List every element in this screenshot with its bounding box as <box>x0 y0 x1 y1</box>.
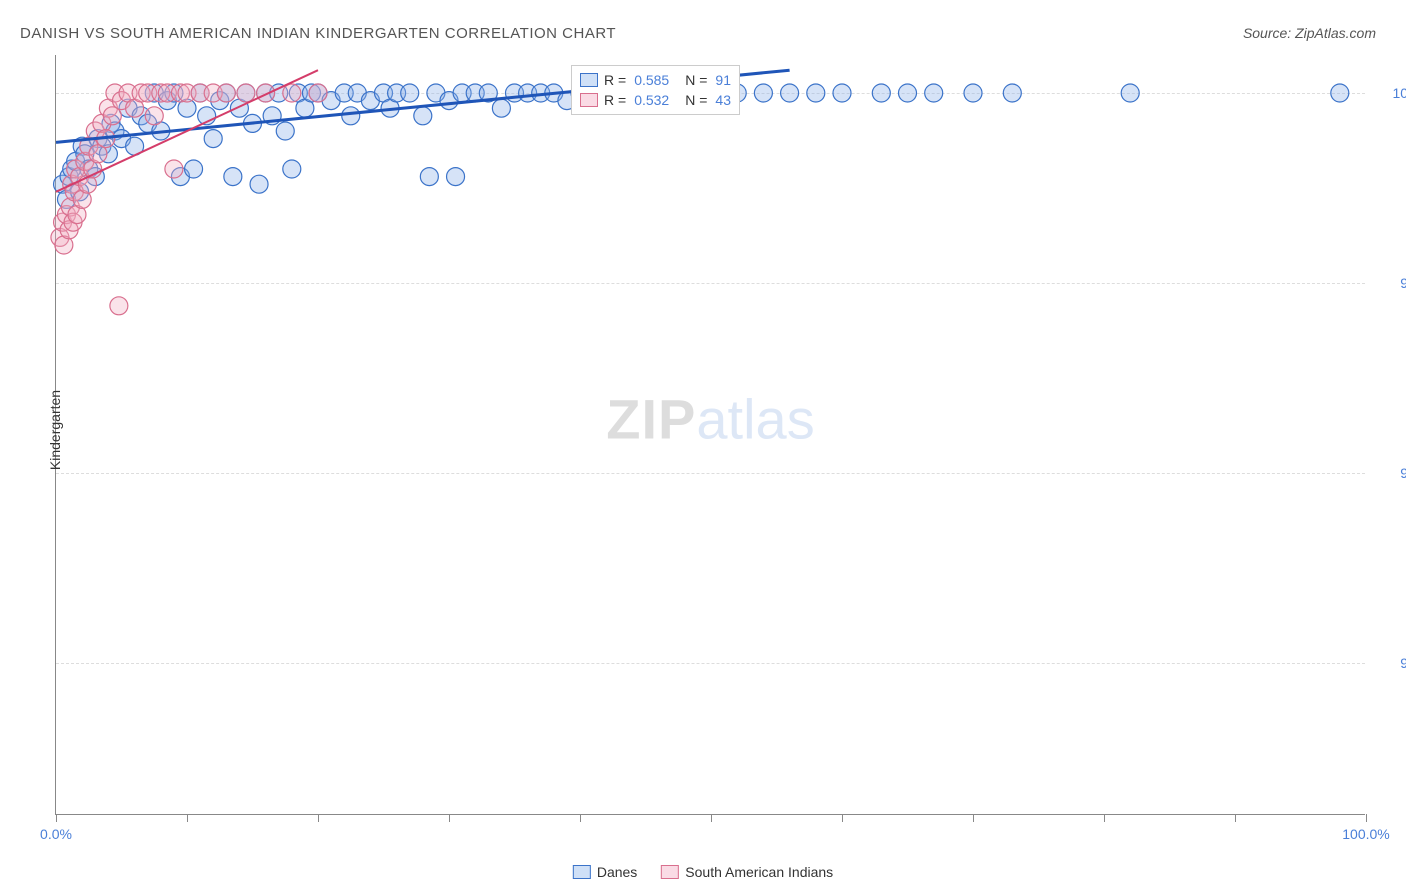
r-value: 0.532 <box>634 92 669 108</box>
n-value: 43 <box>715 92 731 108</box>
x-tick <box>56 814 57 822</box>
n-label: N = <box>685 72 707 88</box>
data-point[interactable] <box>872 84 890 102</box>
data-point[interactable] <box>217 84 235 102</box>
x-tick <box>318 814 319 822</box>
bottom-legend: Danes South American Indians <box>573 864 833 880</box>
data-point[interactable] <box>145 107 163 125</box>
scatter-svg <box>56 55 1365 814</box>
x-tick-label: 100.0% <box>1342 826 1389 842</box>
x-tick <box>187 814 188 822</box>
data-point[interactable] <box>925 84 943 102</box>
data-point[interactable] <box>204 130 222 148</box>
chart-title: DANISH VS SOUTH AMERICAN INDIAN KINDERGA… <box>20 25 616 42</box>
data-point[interactable] <box>781 84 799 102</box>
y-tick-label: 97.5% <box>1400 275 1406 291</box>
r-value: 0.585 <box>634 72 669 88</box>
data-point[interactable] <box>165 160 183 178</box>
bottom-legend-item: South American Indians <box>661 864 833 880</box>
data-point[interactable] <box>401 84 419 102</box>
data-point[interactable] <box>224 168 242 186</box>
data-point[interactable] <box>276 122 294 140</box>
data-point[interactable] <box>110 297 128 315</box>
source-label: Source: ZipAtlas.com <box>1243 25 1376 41</box>
data-point[interactable] <box>754 84 772 102</box>
data-point[interactable] <box>1121 84 1139 102</box>
y-tick-label: 95.0% <box>1400 465 1406 481</box>
data-point[interactable] <box>1003 84 1021 102</box>
stats-legend-row: R = 0.585 N = 91 <box>580 70 731 90</box>
data-point[interactable] <box>283 160 301 178</box>
data-point[interactable] <box>492 99 510 117</box>
bottom-legend-item: Danes <box>573 864 637 880</box>
x-tick <box>973 814 974 822</box>
n-label: N = <box>685 92 707 108</box>
data-point[interactable] <box>250 175 268 193</box>
data-point[interactable] <box>185 160 203 178</box>
data-point[interactable] <box>420 168 438 186</box>
r-label: R = <box>604 92 626 108</box>
legend-label: South American Indians <box>685 864 833 880</box>
data-point[interactable] <box>309 84 327 102</box>
x-tick <box>1235 814 1236 822</box>
r-label: R = <box>604 72 626 88</box>
plot-area: 100.0%97.5%95.0%92.5% 0.0%100.0% ZIPatla… <box>55 55 1365 815</box>
data-point[interactable] <box>964 84 982 102</box>
data-point[interactable] <box>447 168 465 186</box>
x-tick <box>1104 814 1105 822</box>
data-point[interactable] <box>342 107 360 125</box>
data-point[interactable] <box>237 84 255 102</box>
x-tick <box>449 814 450 822</box>
data-point[interactable] <box>414 107 432 125</box>
x-tick <box>1366 814 1367 822</box>
data-point[interactable] <box>833 84 851 102</box>
y-tick-label: 92.5% <box>1400 655 1406 671</box>
y-axis-label: Kindergarten <box>47 390 63 470</box>
legend-swatch <box>661 865 679 879</box>
data-point[interactable] <box>257 84 275 102</box>
data-point[interactable] <box>1331 84 1349 102</box>
data-point[interactable] <box>807 84 825 102</box>
legend-swatch <box>580 73 598 87</box>
legend-label: Danes <box>597 864 637 880</box>
x-tick-label: 0.0% <box>40 826 72 842</box>
legend-swatch <box>573 865 591 879</box>
data-point[interactable] <box>899 84 917 102</box>
x-tick <box>580 814 581 822</box>
data-point[interactable] <box>283 84 301 102</box>
stats-legend-row: R = 0.532 N = 43 <box>580 90 731 110</box>
x-tick <box>711 814 712 822</box>
x-tick <box>842 814 843 822</box>
n-value: 91 <box>715 72 731 88</box>
y-tick-label: 100.0% <box>1393 85 1406 101</box>
legend-swatch <box>580 93 598 107</box>
stats-legend: R = 0.585 N = 91 R = 0.532 N = 43 <box>571 65 740 115</box>
